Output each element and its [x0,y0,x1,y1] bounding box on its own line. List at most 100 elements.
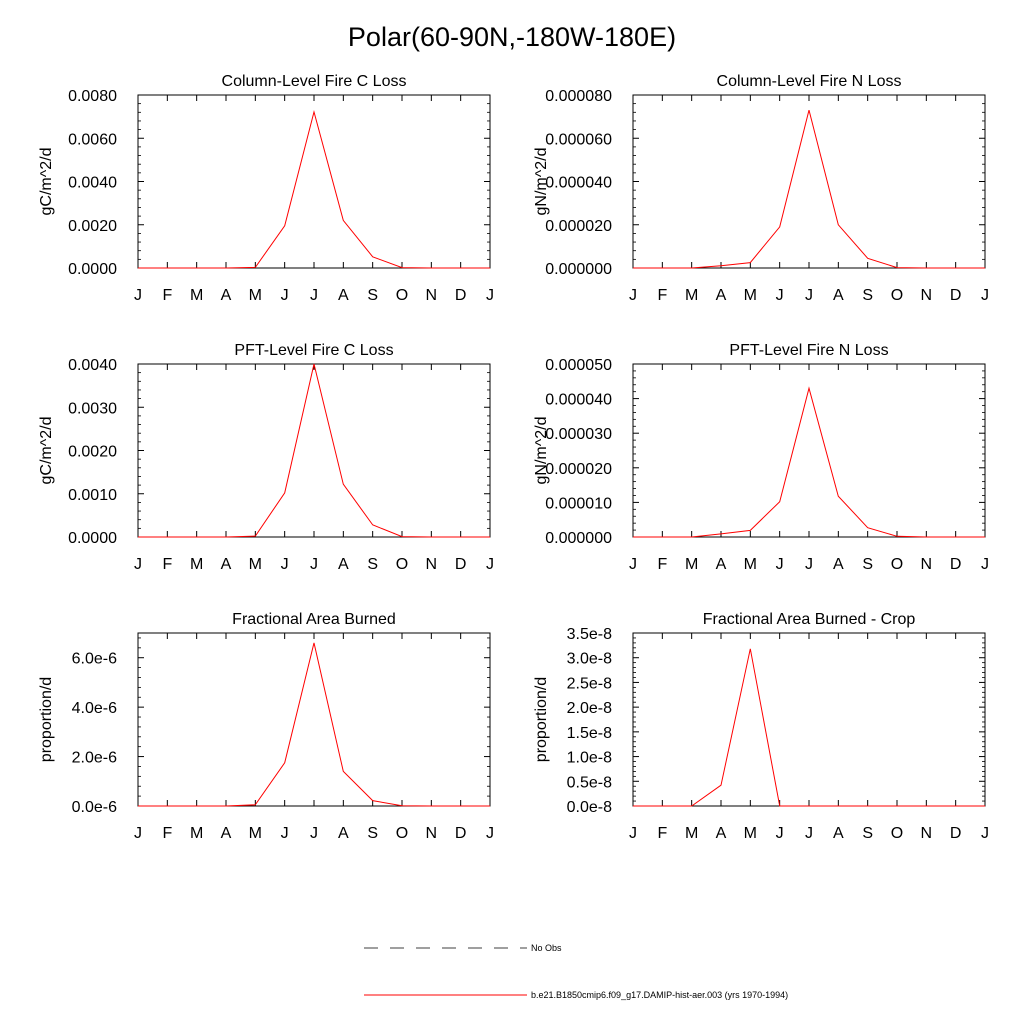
x-tick-label: D [455,825,467,842]
y-tick-label: 0.0020 [68,218,117,235]
plot-frame [632,632,986,807]
x-tick-label: J [629,825,637,842]
x-tick-label: N [921,287,933,304]
x-tick-label: A [716,287,727,304]
series-line [633,109,985,269]
x-tick-label: J [310,825,318,842]
x-tick-label: S [367,287,378,304]
y-tick-label: 0.0020 [68,444,117,461]
x-tick-label: A [338,556,349,573]
y-tick-label: 0.000010 [545,495,612,512]
y-tick-label: 0.000080 [545,88,612,105]
plot-frame [137,632,491,807]
x-tick-label: J [981,556,989,573]
plot-frame [137,94,491,269]
x-tick-label: F [162,825,172,842]
x-tick-label: J [805,287,813,304]
x-tick-label: J [281,556,289,573]
page-title: Polar(60-90N,-180W-180E) [347,22,677,52]
y-tick-label: 0.5e-8 [567,774,612,791]
x-tick-label: A [716,825,727,842]
x-tick-label: A [338,825,349,842]
x-tick-label: F [162,556,172,573]
panel-title: Fractional Area Burned - Crop [703,611,916,628]
y-tick-label: 0.0000 [68,261,117,278]
x-tick-label: J [776,825,784,842]
x-tick-label: M [249,556,262,573]
x-tick-label: O [891,287,903,304]
y-axis-label: gC/m^2/d [38,417,55,485]
y-tick-label: 1.5e-8 [567,725,612,742]
x-tick-label: D [950,556,962,573]
x-tick-label: J [310,287,318,304]
x-tick-label: D [950,287,962,304]
x-tick-label: N [426,556,438,573]
x-tick-label: J [486,556,494,573]
x-tick-label: O [396,556,408,573]
x-tick-label: J [310,556,318,573]
x-tick-label: S [862,825,873,842]
x-tick-label: S [862,287,873,304]
y-tick-label: 0.0000 [68,530,117,547]
x-tick-label: J [486,825,494,842]
x-tick-label: M [249,287,262,304]
x-tick-label: J [134,825,142,842]
x-tick-label: M [744,825,757,842]
x-tick-label: J [629,287,637,304]
y-tick-label: 4.0e-6 [72,700,117,717]
x-tick-label: F [657,825,667,842]
x-tick-label: M [685,287,698,304]
x-tick-label: J [805,825,813,842]
y-tick-label: 1.0e-8 [567,750,612,767]
x-tick-label: N [426,287,438,304]
y-tick-label: 0.000000 [545,530,612,547]
series-line [633,648,985,807]
x-tick-label: A [221,556,232,573]
y-tick-label: 2.0e-8 [567,700,612,717]
y-tick-label: 0.000060 [545,131,612,148]
y-tick-label: 2.5e-8 [567,675,612,692]
y-tick-label: 0.000000 [545,261,612,278]
legend-obs-label: No Obs [531,943,562,953]
y-tick-label: 0.000020 [545,461,612,478]
y-tick-label: 3.5e-8 [567,626,612,643]
x-tick-label: A [833,825,844,842]
plot-frame [137,363,491,538]
y-tick-label: 0.0080 [68,88,117,105]
x-tick-label: M [685,556,698,573]
x-tick-label: J [981,287,989,304]
x-tick-label: A [338,287,349,304]
x-tick-label: A [716,556,727,573]
series-line [633,386,985,538]
y-axis-label: proportion/d [533,677,550,762]
series-line [138,642,490,807]
x-tick-label: O [891,825,903,842]
x-tick-label: S [367,556,378,573]
x-tick-label: F [657,556,667,573]
x-tick-label: A [221,287,232,304]
y-tick-label: 6.0e-6 [72,651,117,668]
x-tick-label: O [396,287,408,304]
y-tick-label: 0.0040 [68,357,117,374]
panel-title: Column-Level Fire N Loss [717,73,902,90]
y-tick-label: 0.0040 [68,175,117,192]
x-tick-label: A [221,825,232,842]
y-tick-label: 0.0e-8 [567,799,612,816]
x-tick-label: M [249,825,262,842]
y-tick-label: 0.0030 [68,400,117,417]
y-tick-label: 0.000040 [545,175,612,192]
y-tick-label: 0.0010 [68,487,117,504]
panel-title: Fractional Area Burned [232,611,396,628]
y-tick-label: 0.0e-6 [72,799,117,816]
y-tick-label: 3.0e-8 [567,651,612,668]
y-tick-label: 2.0e-6 [72,750,117,767]
x-tick-label: J [281,825,289,842]
x-tick-label: J [134,556,142,573]
x-tick-label: D [455,287,467,304]
x-tick-label: J [776,556,784,573]
y-tick-label: 0.000040 [545,392,612,409]
panel-title: PFT-Level Fire C Loss [234,342,393,359]
series-line [138,109,490,269]
x-tick-label: J [281,287,289,304]
